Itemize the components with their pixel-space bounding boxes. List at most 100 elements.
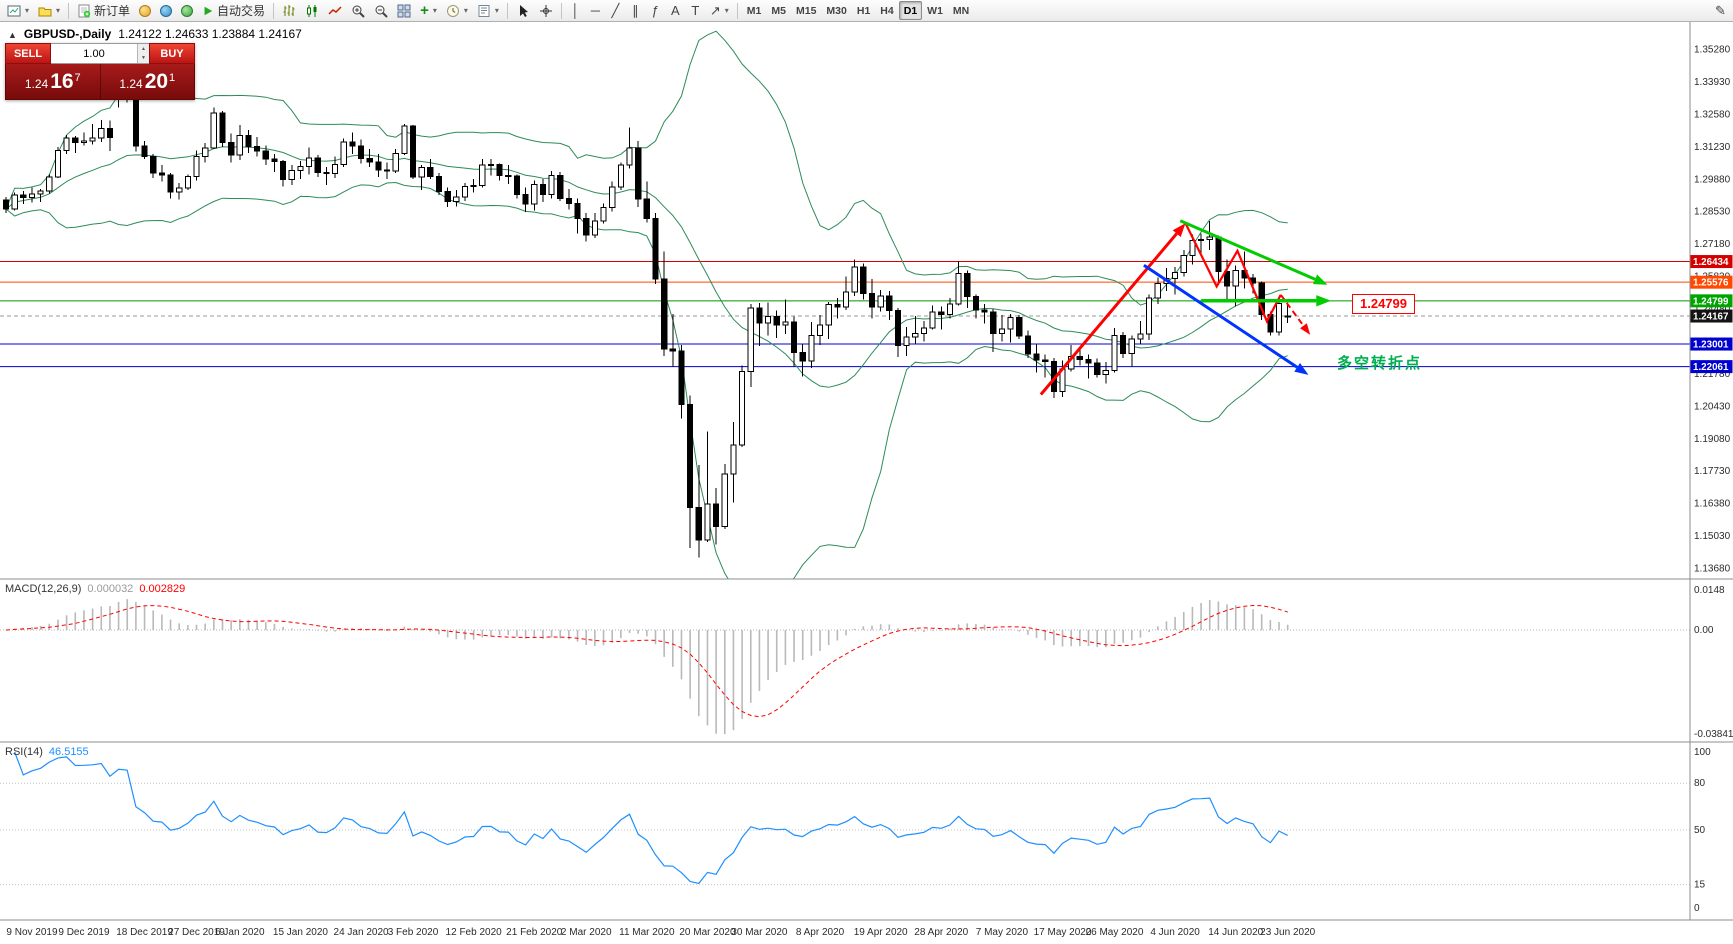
svg-text:1.26434: 1.26434 [1693, 257, 1729, 268]
horizontal-line-icon: ─ [590, 3, 600, 18]
one-click-trading-panel[interactable]: SELL 1.00 ▲ ▼ BUY 1.24 16 7 1.24 20 1 [5, 43, 195, 100]
sell-price[interactable]: 1.24 16 7 [6, 64, 101, 99]
chart-canvas[interactable]: 1.35280 1.33930 1.32580 1.31230 1.29880 1.285… [0, 22, 1733, 944]
sell-button[interactable]: SELL [5, 43, 51, 64]
market-button[interactable] [156, 1, 176, 20]
trendline-tool-button[interactable]: ╱ [606, 1, 625, 20]
annotation-text-object[interactable]: 多空转折点 [1337, 355, 1423, 372]
horizontal-line-tool-button[interactable]: ─ [586, 1, 605, 20]
rsi-panel[interactable] [0, 751, 1690, 886]
arrows-tool-button[interactable]: ↗ ▾ [706, 1, 733, 20]
volume-value: 1.00 [83, 47, 105, 60]
tile-windows-icon [397, 4, 411, 17]
svg-text:1.24799: 1.24799 [1693, 296, 1729, 307]
timeframe-D1[interactable]: D1 [898, 1, 923, 20]
macd-panel[interactable] [0, 599, 1690, 734]
chart-window[interactable]: 1.35280 1.33930 1.32580 1.31230 1.29880 1.285… [0, 22, 1733, 944]
svg-text:18 Dec 2019: 18 Dec 2019 [116, 927, 173, 938]
rsi-title: RSI(14) [5, 746, 43, 758]
signals-button[interactable] [177, 1, 197, 20]
buy-price-point: 1 [169, 72, 176, 84]
timeframe-M30[interactable]: M30 [821, 1, 851, 20]
buy-price[interactable]: 1.24 20 1 [101, 64, 195, 99]
timeframe-M5[interactable]: M5 [766, 1, 791, 20]
indicators-button[interactable]: + ▾ [416, 1, 441, 20]
svg-text:0: 0 [1694, 903, 1700, 914]
label-tool-button[interactable]: T [686, 1, 705, 20]
svg-text:14 Jun 2020: 14 Jun 2020 [1208, 927, 1263, 938]
svg-text:1.22061: 1.22061 [1693, 362, 1729, 373]
ohlc-values: 1.24122 1.24633 1.23884 1.24167 [118, 27, 302, 41]
price-scale[interactable]: 1.35280 1.33930 1.32580 1.31230 1.29880 1.285… [1689, 22, 1733, 920]
svg-text:-0.038415: -0.038415 [1694, 729, 1733, 740]
chevron-down-icon: ▾ [494, 6, 499, 15]
timeframe-MN[interactable]: MN [948, 1, 974, 20]
new-chart-button[interactable]: ▾ [3, 1, 33, 20]
volume-field[interactable]: 1.00 ▲ ▼ [51, 43, 149, 64]
autotrading-button[interactable]: 自动交易 [198, 1, 269, 20]
spinner-down-icon[interactable]: ▼ [138, 53, 149, 63]
periods-button[interactable]: ▾ [442, 1, 472, 20]
timeframe-M15[interactable]: M15 [791, 1, 821, 20]
svg-text:15: 15 [1694, 880, 1706, 891]
template-icon [478, 4, 490, 17]
line-chart-button[interactable] [324, 1, 346, 20]
tile-windows-button[interactable] [393, 1, 415, 20]
timeframe-W1[interactable]: W1 [922, 1, 948, 20]
crosshair-icon [539, 4, 552, 17]
toolbar-separator [68, 2, 70, 19]
zoom-in-icon [352, 5, 365, 18]
cursor-button[interactable] [512, 1, 534, 20]
edit-pencil-button[interactable]: ✎ [1711, 1, 1730, 20]
svg-text:1.33930: 1.33930 [1694, 77, 1731, 88]
line-chart-icon [328, 5, 342, 15]
candlestick-chart-button[interactable] [301, 1, 323, 20]
timeframe-M1[interactable]: M1 [742, 1, 767, 20]
main-toolbar: ▾ ▾ 新订单 自动交易 + ▾ ▾ ▾ [0, 0, 1733, 22]
text-tool-button[interactable]: A [666, 1, 685, 20]
crosshair-button[interactable] [535, 1, 557, 20]
svg-text:1.27180: 1.27180 [1694, 239, 1731, 250]
bar-chart-icon [283, 4, 295, 16]
chevron-down-icon: ▾ [463, 6, 468, 15]
buy-price-big: 1.24 [119, 77, 143, 91]
templates-button[interactable]: ▾ [473, 1, 503, 20]
timeframe-H1[interactable]: H1 [852, 1, 875, 20]
collapse-panel-icon[interactable]: ▲ [8, 30, 17, 40]
channel-icon: ∥ [632, 3, 639, 18]
buy-button[interactable]: BUY [149, 43, 195, 64]
new-order-button[interactable]: 新订单 [73, 1, 134, 20]
svg-text:1.23001: 1.23001 [1693, 340, 1729, 351]
zoom-in-button[interactable] [347, 1, 369, 20]
main-chart-panel[interactable] [0, 30, 1690, 592]
sell-price-point: 7 [74, 72, 81, 84]
zoom-out-button[interactable] [370, 1, 392, 20]
fibonacci-tool-button[interactable]: ƒ [646, 1, 665, 20]
mql5-community-button[interactable] [135, 1, 155, 20]
spinner-up-icon[interactable]: ▲ [138, 44, 149, 54]
sell-price-pips: 16 [50, 70, 74, 93]
svg-text:1.24167: 1.24167 [1693, 312, 1729, 323]
chevron-down-icon: ▾ [56, 6, 61, 15]
profiles-button[interactable]: ▾ [34, 1, 64, 20]
svg-text:1.17730: 1.17730 [1694, 466, 1731, 477]
svg-text:23 Jun 2020: 23 Jun 2020 [1260, 927, 1315, 938]
svg-text:1.28530: 1.28530 [1694, 207, 1731, 218]
channel-tool-button[interactable]: ∥ [626, 1, 645, 20]
autotrading-label: 自动交易 [217, 4, 266, 18]
svg-text:21 Feb 2020: 21 Feb 2020 [506, 927, 563, 938]
indicators-plus-icon: + [420, 2, 429, 19]
timeframe-H4[interactable]: H4 [875, 1, 898, 20]
bar-chart-button[interactable] [278, 1, 300, 20]
svg-text:1.35280: 1.35280 [1694, 45, 1731, 56]
globe-icon [160, 4, 173, 17]
text-icon: A [671, 3, 680, 18]
svg-text:8 Apr 2020: 8 Apr 2020 [796, 927, 845, 938]
price-callout-object[interactable]: 1.24799 [1352, 294, 1415, 314]
trendline-icon: ╱ [611, 3, 620, 18]
volume-spinner[interactable]: ▲ ▼ [137, 44, 149, 63]
play-icon [204, 6, 213, 15]
vertical-line-tool-button[interactable]: │ [566, 1, 585, 20]
pencil-icon: ✎ [1715, 3, 1726, 18]
